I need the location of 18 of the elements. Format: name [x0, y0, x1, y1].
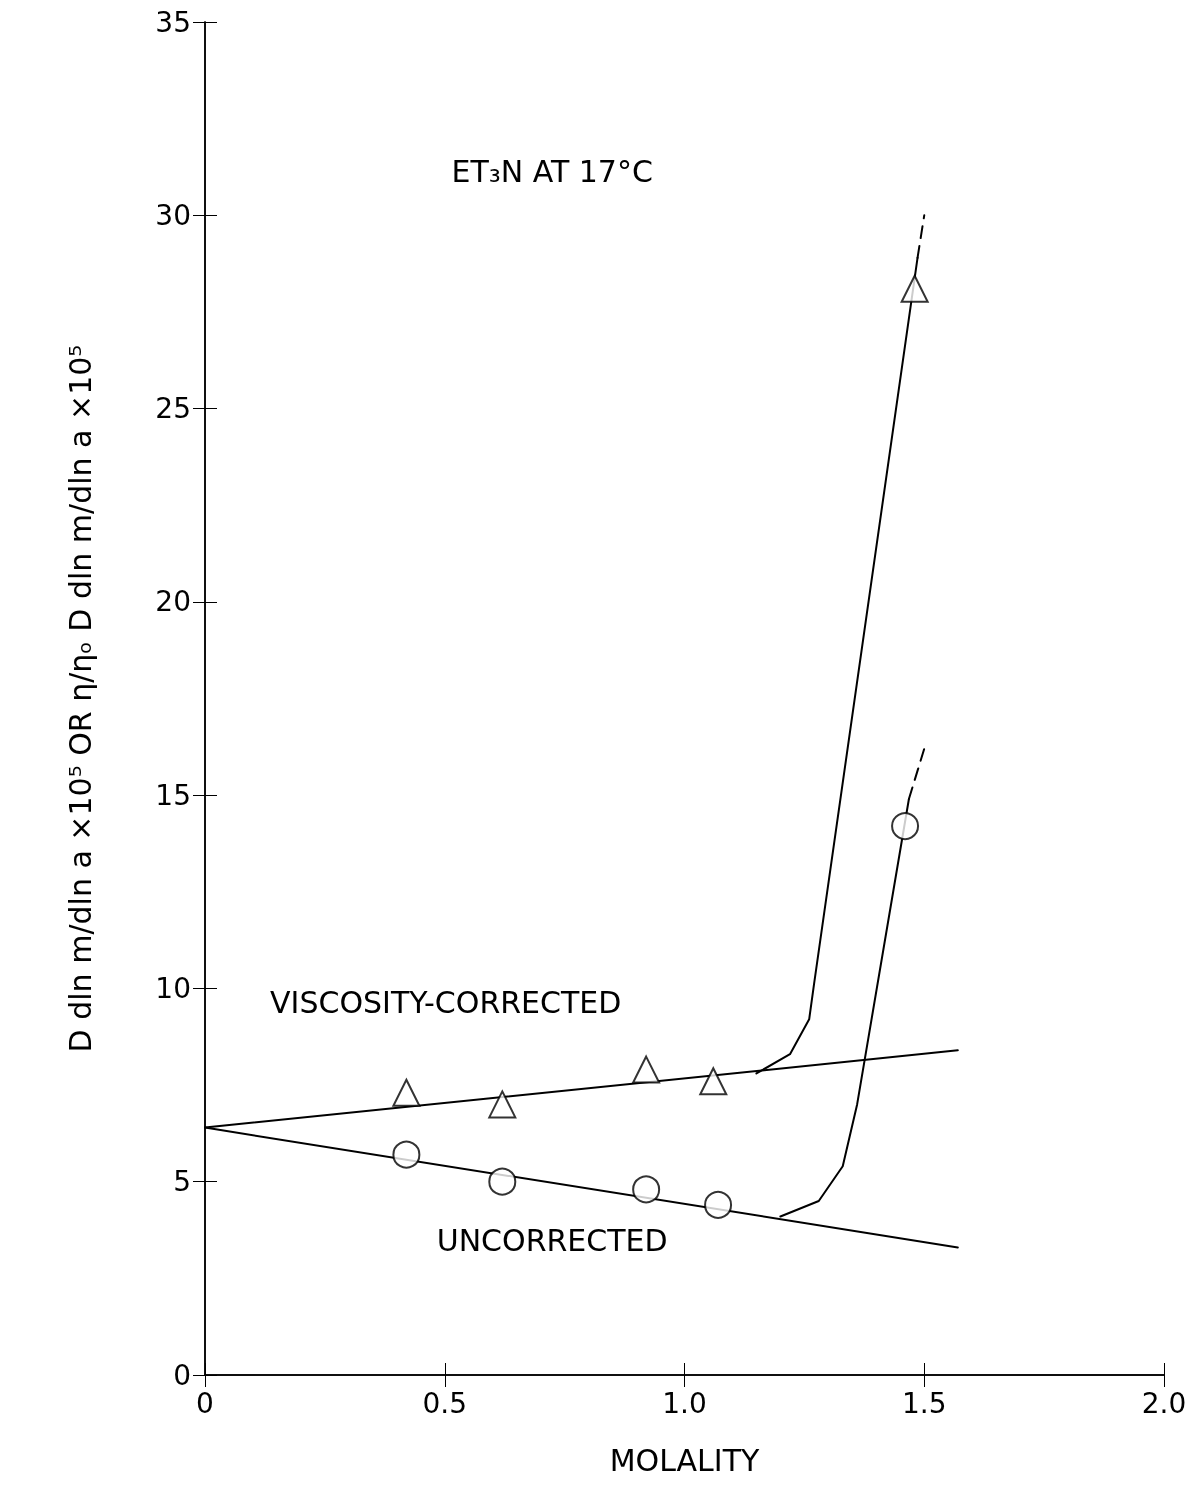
x-tick-label: 0.5: [422, 1386, 468, 1420]
x-tick-label: 1.0: [662, 1386, 707, 1420]
x-tick-label: 0: [196, 1386, 214, 1420]
y-tick-label: 10: [155, 971, 191, 1005]
y-tick-label: 35: [155, 5, 191, 39]
y-tick-label: 25: [155, 392, 191, 426]
y-axis-title: D dln m/dln a ×10⁵ OR η/ηₒ D dln m/dln a ×10⁵: [62, 344, 98, 1053]
annotation: ET₃N AT 17°C: [451, 153, 653, 189]
y-tick-label: 15: [155, 778, 191, 812]
y-tick-label: 5: [173, 1165, 191, 1199]
y-tick-label: 0: [173, 1358, 191, 1392]
x-axis-title: MOLALITY: [609, 1442, 760, 1478]
x-tick-label: 1.5: [901, 1386, 947, 1420]
annotation: UNCORRECTED: [436, 1223, 668, 1259]
y-tick-label: 20: [155, 585, 191, 619]
x-tick-label: 2.0: [1141, 1386, 1187, 1420]
y-tick-label: 30: [155, 198, 191, 232]
annotation: VISCOSITY-CORRECTED: [270, 985, 622, 1021]
